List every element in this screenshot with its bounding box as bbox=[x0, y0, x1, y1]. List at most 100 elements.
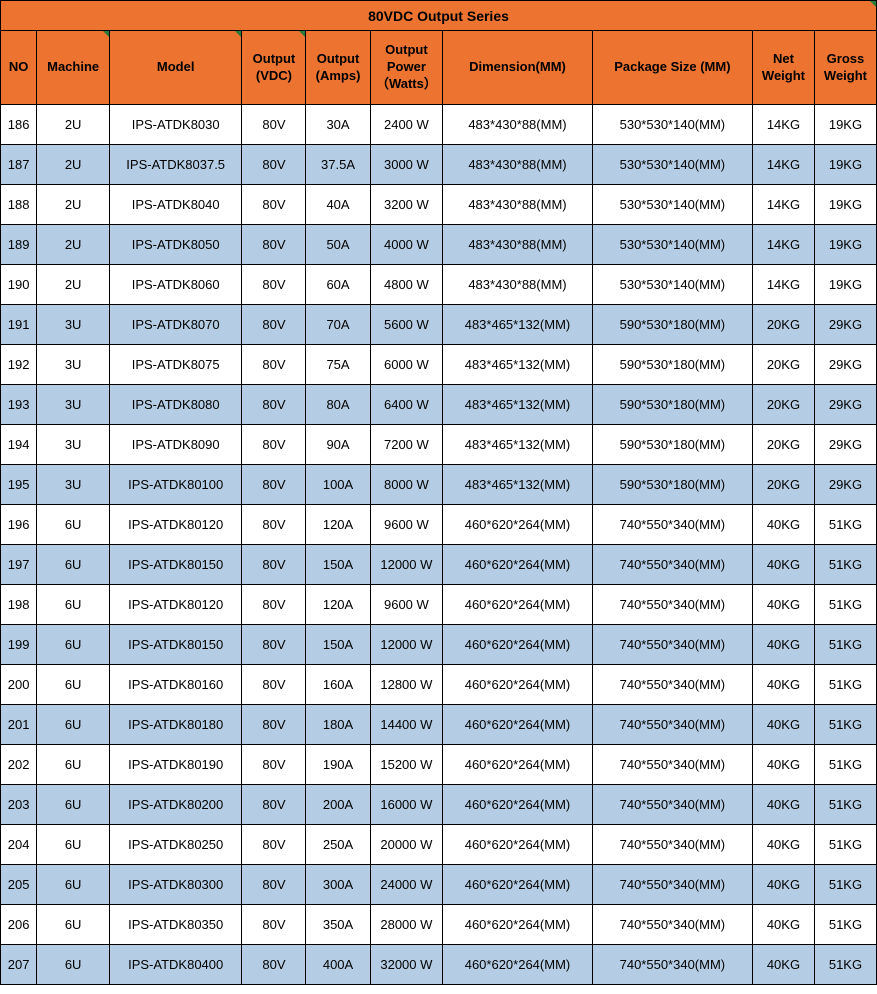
cell-netw: 14KG bbox=[752, 225, 814, 265]
cell-model: IPS-ATDK8080 bbox=[109, 385, 241, 425]
table-body: 1862UIPS-ATDK803080V30A2400 W483*430*88(… bbox=[1, 105, 877, 985]
table-row: 2026UIPS-ATDK8019080V190A15200 W460*620*… bbox=[1, 745, 877, 785]
cell-watts: 24000 W bbox=[370, 865, 443, 905]
cell-vdc: 80V bbox=[242, 225, 306, 265]
cell-amps: 150A bbox=[306, 545, 370, 585]
cell-netw: 40KG bbox=[752, 945, 814, 985]
table-row: 1923UIPS-ATDK807580V75A6000 W483*465*132… bbox=[1, 345, 877, 385]
cell-pkg: 740*550*340(MM) bbox=[592, 705, 752, 745]
cell-model: IPS-ATDK80300 bbox=[109, 865, 241, 905]
col-dim: Dimension(MM) bbox=[443, 31, 593, 105]
cell-netw: 14KG bbox=[752, 105, 814, 145]
cell-machine: 6U bbox=[37, 625, 110, 665]
cell-vdc: 80V bbox=[242, 545, 306, 585]
cell-vdc: 80V bbox=[242, 145, 306, 185]
cell-machine: 6U bbox=[37, 505, 110, 545]
cell-no: 200 bbox=[1, 665, 37, 705]
cell-vdc: 80V bbox=[242, 465, 306, 505]
cell-netw: 40KG bbox=[752, 785, 814, 825]
col-pkg: Package Size (MM) bbox=[592, 31, 752, 105]
cell-model: IPS-ATDK80100 bbox=[109, 465, 241, 505]
cell-grossw: 51KG bbox=[814, 945, 876, 985]
cell-dim: 460*620*264(MM) bbox=[443, 665, 593, 705]
cell-amps: 75A bbox=[306, 345, 370, 385]
cell-grossw: 51KG bbox=[814, 785, 876, 825]
cell-model: IPS-ATDK8070 bbox=[109, 305, 241, 345]
cell-amps: 190A bbox=[306, 745, 370, 785]
col-machine: Machine bbox=[37, 31, 110, 105]
cell-machine: 6U bbox=[37, 905, 110, 945]
cell-netw: 40KG bbox=[752, 905, 814, 945]
cell-amps: 400A bbox=[306, 945, 370, 985]
cell-watts: 2400 W bbox=[370, 105, 443, 145]
cell-machine: 6U bbox=[37, 865, 110, 905]
cell-machine: 3U bbox=[37, 305, 110, 345]
cell-watts: 12000 W bbox=[370, 545, 443, 585]
cell-pkg: 530*530*140(MM) bbox=[592, 105, 752, 145]
cell-watts: 15200 W bbox=[370, 745, 443, 785]
cell-machine: 3U bbox=[37, 345, 110, 385]
cell-no: 205 bbox=[1, 865, 37, 905]
cell-vdc: 80V bbox=[242, 265, 306, 305]
table-row: 1933UIPS-ATDK808080V80A6400 W483*465*132… bbox=[1, 385, 877, 425]
cell-vdc: 80V bbox=[242, 305, 306, 345]
cell-grossw: 29KG bbox=[814, 345, 876, 385]
cell-grossw: 29KG bbox=[814, 385, 876, 425]
cell-no: 189 bbox=[1, 225, 37, 265]
cell-no: 204 bbox=[1, 825, 37, 865]
cell-pkg: 740*550*340(MM) bbox=[592, 745, 752, 785]
cell-dim: 483*465*132(MM) bbox=[443, 305, 593, 345]
cell-dim: 460*620*264(MM) bbox=[443, 905, 593, 945]
cell-model: IPS-ATDK80250 bbox=[109, 825, 241, 865]
cell-netw: 40KG bbox=[752, 745, 814, 785]
cell-no: 188 bbox=[1, 185, 37, 225]
cell-grossw: 51KG bbox=[814, 585, 876, 625]
table-row: 2036UIPS-ATDK8020080V200A16000 W460*620*… bbox=[1, 785, 877, 825]
cell-netw: 40KG bbox=[752, 585, 814, 625]
cell-amps: 70A bbox=[306, 305, 370, 345]
cell-vdc: 80V bbox=[242, 105, 306, 145]
cell-no: 203 bbox=[1, 785, 37, 825]
cell-model: IPS-ATDK8037.5 bbox=[109, 145, 241, 185]
cell-grossw: 19KG bbox=[814, 145, 876, 185]
cell-dim: 460*620*264(MM) bbox=[443, 785, 593, 825]
cell-grossw: 19KG bbox=[814, 185, 876, 225]
cell-amps: 100A bbox=[306, 465, 370, 505]
cell-netw: 14KG bbox=[752, 185, 814, 225]
cell-machine: 2U bbox=[37, 105, 110, 145]
cell-model: IPS-ATDK80150 bbox=[109, 545, 241, 585]
cell-model: IPS-ATDK80190 bbox=[109, 745, 241, 785]
cell-dim: 483*465*132(MM) bbox=[443, 465, 593, 505]
cell-watts: 32000 W bbox=[370, 945, 443, 985]
cell-model: IPS-ATDK8050 bbox=[109, 225, 241, 265]
cell-machine: 6U bbox=[37, 785, 110, 825]
cell-model: IPS-ATDK8060 bbox=[109, 265, 241, 305]
cell-amps: 150A bbox=[306, 625, 370, 665]
cell-vdc: 80V bbox=[242, 745, 306, 785]
cell-vdc: 80V bbox=[242, 945, 306, 985]
cell-netw: 40KG bbox=[752, 705, 814, 745]
cell-dim: 460*620*264(MM) bbox=[443, 625, 593, 665]
cell-netw: 14KG bbox=[752, 265, 814, 305]
cell-dim: 483*430*88(MM) bbox=[443, 265, 593, 305]
cell-pkg: 590*530*180(MM) bbox=[592, 425, 752, 465]
cell-machine: 6U bbox=[37, 705, 110, 745]
cell-pkg: 740*550*340(MM) bbox=[592, 625, 752, 665]
cell-netw: 20KG bbox=[752, 345, 814, 385]
cell-netw: 40KG bbox=[752, 505, 814, 545]
cell-dim: 483*465*132(MM) bbox=[443, 425, 593, 465]
cell-dim: 483*430*88(MM) bbox=[443, 225, 593, 265]
cell-pkg: 740*550*340(MM) bbox=[592, 945, 752, 985]
cell-pkg: 530*530*140(MM) bbox=[592, 265, 752, 305]
cell-model: IPS-ATDK80120 bbox=[109, 505, 241, 545]
cell-no: 196 bbox=[1, 505, 37, 545]
cell-netw: 40KG bbox=[752, 825, 814, 865]
table-header-row: NO Machine Model Output(VDC) Output(Amps… bbox=[1, 31, 877, 105]
col-watts: OutputPower（Watts） bbox=[370, 31, 443, 105]
cell-no: 195 bbox=[1, 465, 37, 505]
cell-pkg: 740*550*340(MM) bbox=[592, 545, 752, 585]
cell-netw: 20KG bbox=[752, 425, 814, 465]
cell-dim: 460*620*264(MM) bbox=[443, 545, 593, 585]
cell-vdc: 80V bbox=[242, 505, 306, 545]
cell-netw: 20KG bbox=[752, 385, 814, 425]
